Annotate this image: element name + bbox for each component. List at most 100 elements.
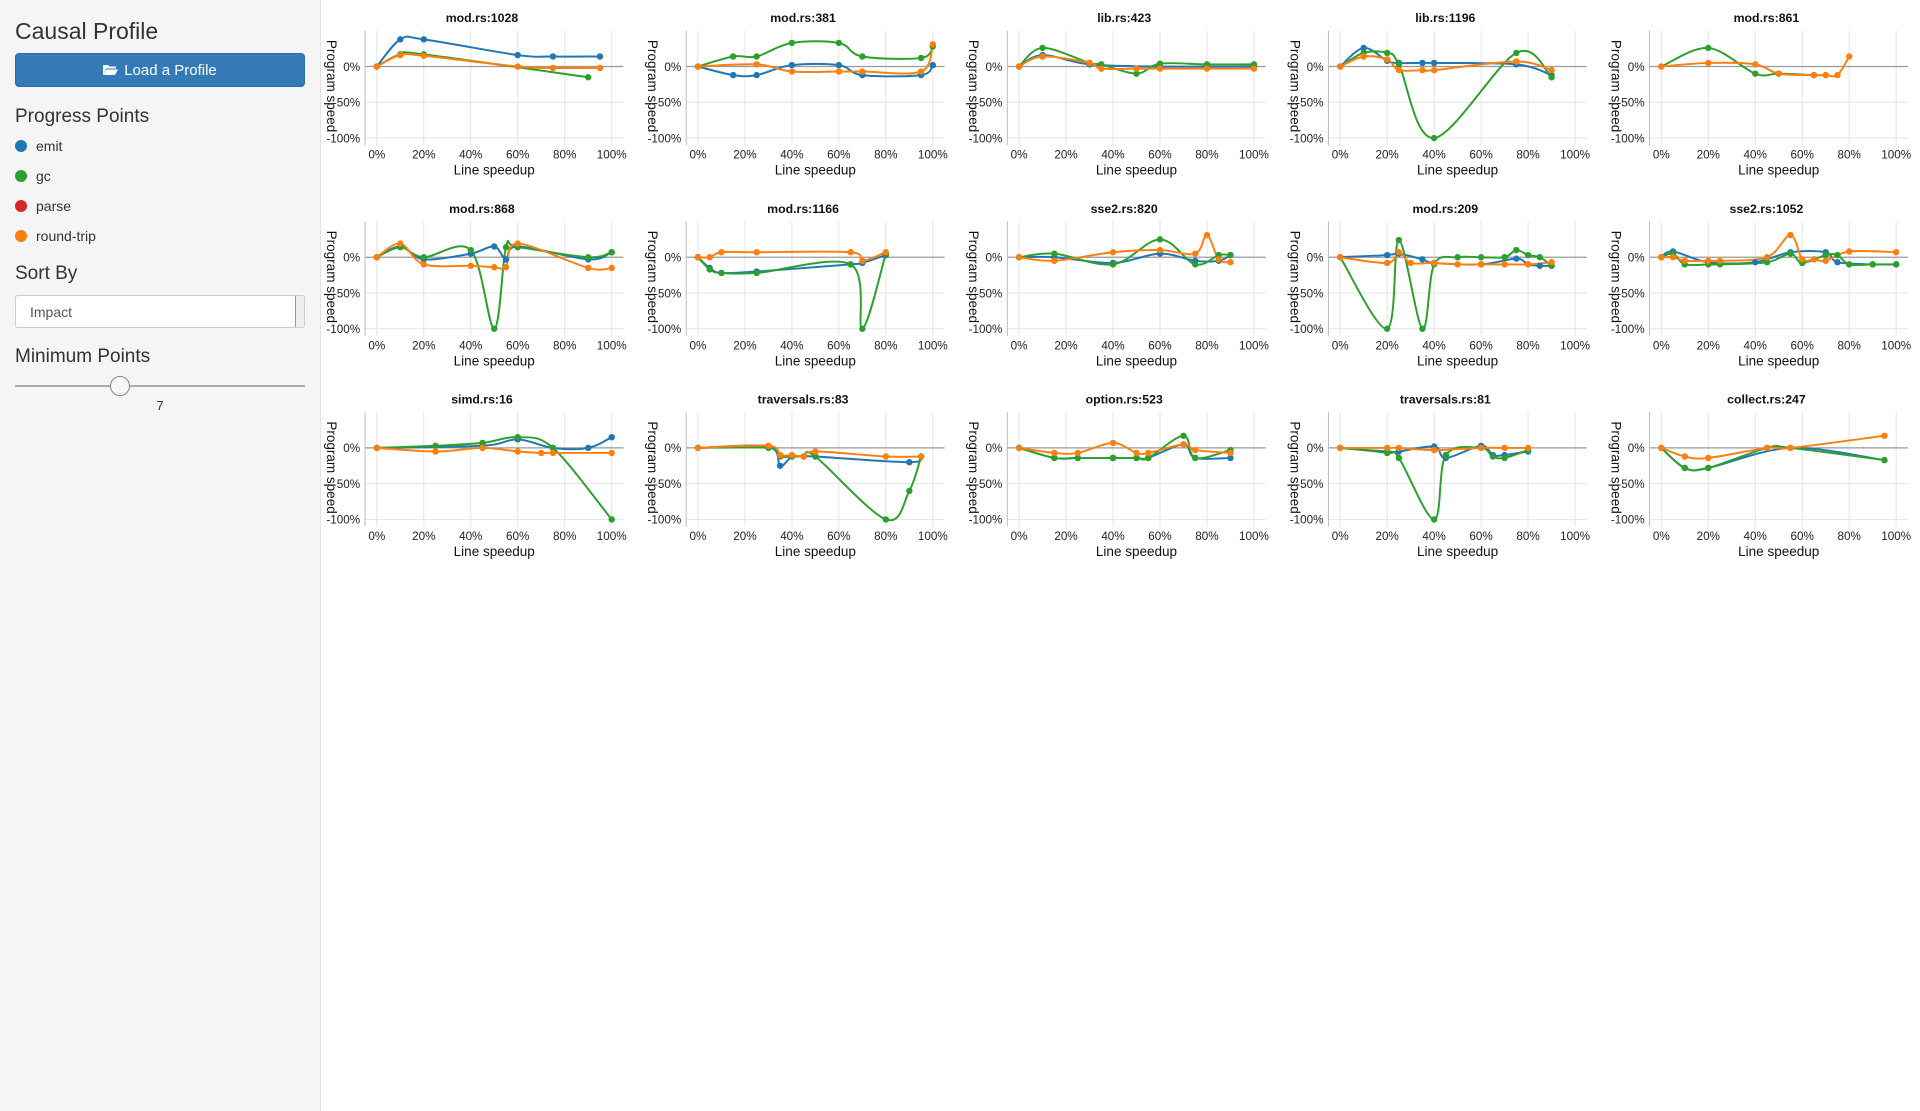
data-point <box>373 254 381 261</box>
select-arrow <box>295 296 304 327</box>
chart-title: option.rs:523 <box>1086 393 1163 407</box>
data-point <box>1133 449 1140 457</box>
load-button[interactable]: Load a Profile <box>15 53 305 87</box>
progress-point[interactable]: emit <box>15 138 62 154</box>
data-point <box>1705 454 1712 462</box>
x-tick-label: 40% <box>1744 149 1767 162</box>
load-button-label: Load a Profile <box>124 61 217 79</box>
chart: mod.rs:861 0% 20% 40% 60% 80% 100% -100% -50% 0% L… <box>1608 11 1911 178</box>
progress-point[interactable]: round-trip <box>15 228 96 244</box>
sort-select[interactable]: Impact <box>15 295 305 328</box>
x-tick-label: 0% <box>368 149 385 162</box>
data-point <box>835 39 843 47</box>
x-axis-label: Line speedup <box>1417 353 1498 368</box>
data-point <box>373 444 381 452</box>
y-tick-label: -50% <box>333 478 360 491</box>
chart: mod.rs:209 0% 20% 40% 60% 80% 100% -100% -50% 0% L… <box>1287 202 1590 369</box>
data-point <box>1548 74 1555 81</box>
y-tick-label: 0% <box>664 61 681 74</box>
data-point <box>1669 254 1677 261</box>
x-tick-label: 40% <box>1422 530 1445 543</box>
data-point <box>1658 254 1665 261</box>
data-point <box>859 68 866 75</box>
x-axis-label: Line speedup <box>1417 163 1498 178</box>
data-point <box>549 53 557 60</box>
x-tick-label: 40% <box>1744 339 1767 352</box>
data-point <box>917 453 925 460</box>
data-point <box>1658 63 1665 70</box>
data-point <box>538 449 545 457</box>
data-point <box>1822 257 1829 264</box>
slider-handle[interactable] <box>110 376 130 396</box>
y-tick-label: 0% <box>1307 442 1324 455</box>
y-tick-label: 0% <box>986 442 1003 455</box>
fit-curve <box>1018 234 1231 264</box>
progress-point-label: parse <box>36 198 72 214</box>
x-tick-label: 80% <box>1516 149 1539 162</box>
data-point <box>1501 444 1508 452</box>
x-tick-label: 40% <box>1744 530 1767 543</box>
data-point <box>1810 256 1818 263</box>
x-tick-label: 40% <box>459 149 482 162</box>
x-tick-label: 100% <box>1239 530 1269 543</box>
y-axis-label: Program speed <box>1608 231 1623 323</box>
x-axis-label: Line speedup <box>1096 353 1177 368</box>
data-point <box>1705 59 1712 67</box>
data-point <box>1775 70 1782 77</box>
fit-curve <box>376 35 600 68</box>
y-tick-label: -50% <box>1617 287 1644 300</box>
x-tick-label: 60% <box>1791 339 1814 352</box>
chart-title: traversals.rs:83 <box>758 393 849 407</box>
data-point <box>514 63 521 70</box>
data-point <box>765 442 772 449</box>
x-tick-label: 20% <box>1697 339 1720 352</box>
chart-title: collect.rs:247 <box>1727 393 1806 407</box>
data-point <box>788 61 796 69</box>
data-point <box>1145 449 1152 457</box>
data-point <box>718 269 725 277</box>
x-tick-label: 40% <box>459 530 482 543</box>
data-point <box>835 68 843 75</box>
chart-title: mod.rs:381 <box>770 11 836 25</box>
data-point <box>1203 231 1211 239</box>
data-point <box>1109 261 1117 268</box>
progress-point[interactable]: parse <box>15 198 71 214</box>
data-point <box>1681 257 1688 264</box>
data-point <box>479 444 486 452</box>
data-point <box>1383 49 1391 57</box>
y-axis-label: Program speed <box>324 231 339 323</box>
x-axis-label: Line speedup <box>454 353 535 368</box>
data-point <box>706 254 713 261</box>
data-point <box>1395 236 1403 244</box>
chart-title: mod.rs:861 <box>1734 11 1800 25</box>
y-axis-label: Program speed <box>645 40 660 132</box>
x-axis-label: Line speedup <box>454 544 535 559</box>
data-point <box>1705 464 1712 472</box>
data-point <box>835 61 843 69</box>
data-point <box>1658 444 1665 452</box>
chart: option.rs:523 0% 20% 40% 60% 80% 100% -100% -50%… <box>966 393 1269 560</box>
data-point <box>753 53 760 60</box>
data-point <box>1430 59 1438 67</box>
chart: mod.rs:868 0% 20% 40% 60% 80% 100% -100% -50% 0% L… <box>324 202 627 369</box>
data-point <box>1524 251 1532 259</box>
data-point <box>1407 259 1414 267</box>
data-point <box>608 433 615 441</box>
x-tick-label: 80% <box>553 149 576 162</box>
chart-grid: mod.rs:1028 0% 20% 40% 60% 80% 100% -100% -50% 0%… <box>324 11 1911 560</box>
data-point <box>1336 444 1344 452</box>
x-tick-label: 60% <box>1469 530 1492 543</box>
x-tick-label: 100% <box>1881 530 1911 543</box>
data-point <box>1536 254 1544 261</box>
y-tick-label: -100% <box>1290 514 1324 527</box>
data-point <box>491 264 498 271</box>
y-tick-label: -50% <box>333 287 360 300</box>
sort-select-value: Impact <box>30 304 73 320</box>
x-tick-label: 0% <box>1653 530 1670 543</box>
progress-point-swatch <box>15 140 27 152</box>
slider-track[interactable] <box>15 385 305 387</box>
data-point <box>1705 257 1712 264</box>
y-tick-label: -100% <box>1611 323 1645 336</box>
data-point <box>1336 63 1344 70</box>
progress-point[interactable]: gc <box>15 168 51 184</box>
